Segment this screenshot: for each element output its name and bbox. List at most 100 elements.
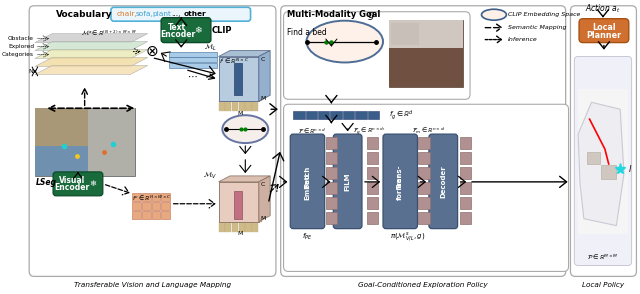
Bar bbox=[305, 111, 317, 119]
FancyBboxPatch shape bbox=[29, 6, 276, 276]
Text: ❄: ❄ bbox=[194, 26, 201, 35]
Bar bbox=[326, 182, 337, 194]
Bar bbox=[245, 230, 252, 232]
Ellipse shape bbox=[481, 9, 506, 20]
Bar bbox=[218, 107, 225, 109]
Text: Encoder: Encoder bbox=[160, 30, 195, 39]
Bar bbox=[367, 152, 378, 164]
Text: Local: Local bbox=[592, 23, 616, 32]
FancyBboxPatch shape bbox=[161, 18, 211, 43]
Bar bbox=[326, 212, 337, 224]
Bar bbox=[255, 218, 262, 222]
Bar bbox=[169, 58, 216, 62]
Bar bbox=[232, 224, 238, 226]
Bar bbox=[355, 111, 367, 119]
Bar bbox=[239, 103, 245, 105]
Text: sofa,: sofa, bbox=[135, 11, 153, 17]
Text: $\mathcal{M}_L$: $\mathcal{M}_L$ bbox=[204, 42, 216, 53]
Text: Decoder: Decoder bbox=[440, 165, 446, 198]
Text: Categories: Categories bbox=[2, 52, 34, 57]
Text: $g$: $g$ bbox=[367, 10, 375, 22]
Bar bbox=[232, 218, 239, 222]
Bar bbox=[225, 226, 232, 228]
Bar bbox=[239, 107, 245, 109]
FancyBboxPatch shape bbox=[579, 19, 628, 43]
Bar bbox=[225, 101, 232, 103]
Text: $\pi(\mathcal{M}^s_{V/L}, g)$: $\pi(\mathcal{M}^s_{V/L}, g)$ bbox=[390, 230, 426, 243]
Bar bbox=[239, 106, 245, 107]
Bar bbox=[225, 230, 232, 232]
Bar bbox=[255, 98, 262, 101]
Bar bbox=[232, 107, 238, 109]
Bar bbox=[239, 228, 245, 230]
Text: Goal-Conditioned Exploration Policy: Goal-Conditioned Exploration Policy bbox=[358, 282, 488, 288]
Bar bbox=[390, 23, 419, 45]
FancyBboxPatch shape bbox=[281, 6, 566, 276]
Text: Embed: Embed bbox=[305, 173, 310, 200]
Bar bbox=[419, 197, 430, 209]
Polygon shape bbox=[35, 66, 148, 74]
Bar bbox=[245, 103, 252, 105]
Bar bbox=[252, 103, 258, 105]
Text: Multi-Modality Goal: Multi-Modality Goal bbox=[287, 10, 381, 19]
Text: Find a bed: Find a bed bbox=[287, 28, 327, 37]
Bar bbox=[225, 103, 232, 105]
Bar bbox=[388, 48, 463, 87]
Text: M: M bbox=[237, 231, 243, 236]
Text: Inference: Inference bbox=[508, 37, 538, 42]
Text: other: other bbox=[183, 11, 206, 17]
Text: $\mathcal{F}_m \in \mathbb{R}^{n\times d\prime}$: $\mathcal{F}_m \in \mathbb{R}^{n\times d… bbox=[412, 126, 446, 136]
Bar bbox=[388, 20, 463, 87]
Bar bbox=[239, 98, 246, 101]
Bar bbox=[232, 106, 238, 107]
Bar bbox=[35, 108, 88, 176]
Bar bbox=[601, 165, 616, 179]
FancyBboxPatch shape bbox=[284, 12, 470, 99]
Text: $\cdots$: $\cdots$ bbox=[188, 70, 198, 80]
Bar bbox=[367, 137, 378, 149]
Text: C: C bbox=[260, 57, 265, 62]
Bar bbox=[232, 226, 238, 228]
Bar bbox=[245, 224, 252, 226]
Polygon shape bbox=[35, 34, 148, 43]
Bar bbox=[252, 226, 258, 228]
Bar bbox=[234, 64, 243, 95]
Bar bbox=[142, 193, 150, 201]
Bar bbox=[152, 202, 160, 210]
Bar bbox=[326, 197, 337, 209]
Bar bbox=[232, 222, 238, 224]
Bar bbox=[35, 146, 88, 176]
Bar bbox=[232, 101, 238, 103]
Text: $f^l \in \mathbb{R}^{N\times C}$: $f^l \in \mathbb{R}^{N\times C}$ bbox=[218, 57, 249, 66]
Bar bbox=[225, 106, 232, 107]
Bar bbox=[218, 103, 225, 105]
Text: CLIP: CLIP bbox=[212, 26, 232, 35]
Bar bbox=[460, 212, 471, 224]
Bar bbox=[161, 202, 170, 210]
Bar bbox=[225, 224, 232, 226]
Bar bbox=[152, 211, 160, 219]
Bar bbox=[132, 193, 141, 201]
Bar bbox=[247, 218, 254, 222]
FancyBboxPatch shape bbox=[53, 172, 103, 196]
Bar bbox=[252, 101, 258, 103]
Text: Action $a_t$: Action $a_t$ bbox=[585, 2, 621, 15]
Polygon shape bbox=[259, 51, 270, 101]
Text: $\mathcal{P} \in \mathbb{R}^{M\times M}$: $\mathcal{P} \in \mathbb{R}^{M\times M}$ bbox=[588, 253, 619, 262]
Bar bbox=[252, 228, 258, 230]
Bar bbox=[161, 211, 170, 219]
Text: $f_{PE}$: $f_{PE}$ bbox=[302, 231, 313, 242]
Bar bbox=[142, 202, 150, 210]
Bar bbox=[218, 101, 225, 103]
Ellipse shape bbox=[222, 115, 268, 143]
Bar bbox=[245, 222, 252, 224]
Bar bbox=[225, 222, 232, 224]
FancyBboxPatch shape bbox=[111, 7, 251, 21]
Bar bbox=[367, 167, 378, 179]
Text: $f_g \in \mathbb{R}^d$: $f_g \in \mathbb{R}^d$ bbox=[388, 108, 413, 122]
Bar bbox=[326, 137, 337, 149]
Text: $\mathcal{M}_V$: $\mathcal{M}_V$ bbox=[203, 169, 216, 181]
Polygon shape bbox=[35, 41, 148, 51]
FancyBboxPatch shape bbox=[570, 6, 636, 276]
Bar bbox=[460, 167, 471, 179]
